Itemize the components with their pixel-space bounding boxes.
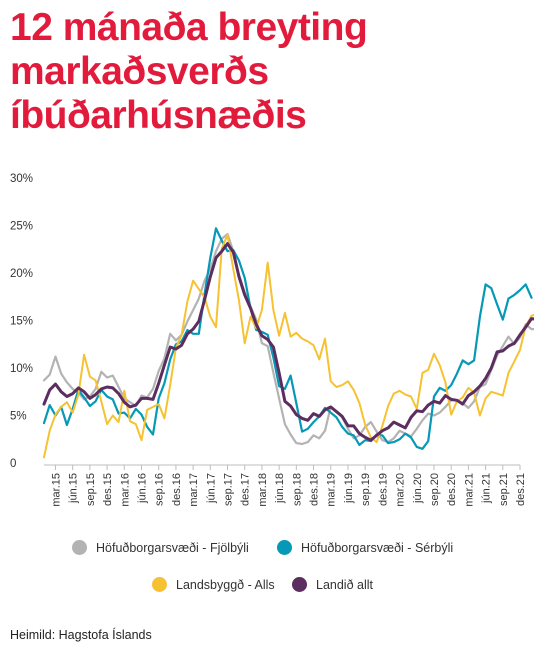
- legend-item-landsbyggd: Landsbyggð - Alls: [152, 577, 275, 592]
- x-tick-label: sep.18: [291, 473, 303, 506]
- x-tick-label: jún.19: [343, 473, 355, 504]
- x-tick-label: sep.17: [223, 473, 235, 506]
- series-line-landid-allt: [42, 242, 534, 442]
- legend-item-landid-allt: Landið allt: [292, 577, 373, 592]
- legend-label-serbyli: Höfuðborgarsvæði - Sérbýli: [301, 540, 454, 555]
- y-tick-label: 10%: [10, 363, 33, 375]
- y-tick-label: 0: [10, 458, 16, 470]
- y-tick-label: 25%: [10, 221, 33, 233]
- source-note: Heimild: Hagstofa Íslands: [10, 628, 152, 642]
- x-tick-label: des.17: [240, 473, 252, 506]
- x-tick-label: des.16: [171, 473, 183, 506]
- legend-swatch-landsbyggd: [152, 577, 167, 592]
- legend-row-2: Landsbyggð - Alls Landið allt: [0, 577, 534, 601]
- x-tick-label: sep.21: [498, 473, 510, 506]
- x-tick-label: mar.18: [257, 473, 269, 507]
- title-line-1: 12 mánaða breyting: [10, 6, 368, 49]
- legend-item-fjolbyli: Höfuðborgarsvæði - Fjölbýli: [72, 540, 249, 555]
- source-text: : Hagstofa Íslands: [51, 628, 152, 642]
- x-tick-label: des.20: [446, 473, 458, 506]
- y-tick-label: 5%: [10, 411, 27, 423]
- x-tick-label: mar.20: [395, 473, 407, 507]
- x-axis: mar.15 jún.15 sep.15 des.15 mar.16 jún.16 sep.…: [44, 464, 527, 507]
- series-line-landsbyggd-alls: [43, 234, 534, 459]
- page-title: 12 mánaða breyting markaðsverðs íbúðarhú…: [10, 6, 530, 138]
- legend-label-landid-allt: Landið allt: [316, 577, 373, 592]
- chart-lines: [42, 227, 534, 459]
- x-tick-label: mar.19: [326, 473, 338, 507]
- x-tick-label: des.21: [515, 473, 527, 506]
- y-tick-label: 15%: [10, 316, 33, 328]
- legend-swatch-serbyli: [277, 540, 292, 555]
- x-tick-label: jún.16: [136, 473, 148, 504]
- title-line-3: íbúðarhúsnæðis: [10, 94, 307, 137]
- legend-label-landsbyggd: Landsbyggð - Alls: [176, 577, 275, 592]
- y-tick-label: 30%: [10, 173, 33, 185]
- x-tick-label: mar.16: [119, 473, 131, 507]
- x-tick-label: mar.21: [463, 473, 475, 507]
- x-tick-label: jún.21: [481, 473, 493, 504]
- line-chart: 0 5% 10% 15% 20% 25% 30% mar.15 jún.15 sep.15 des…: [10, 173, 534, 507]
- x-tick-label: jún.17: [205, 473, 217, 504]
- series-line-hofudborgarsv-di-serbyli: [42, 227, 533, 450]
- x-tick-label: jún.18: [274, 473, 286, 504]
- legend-swatch-landid-allt: [292, 577, 307, 592]
- legend-label-fjolbyli: Höfuðborgarsvæði - Fjölbýli: [96, 540, 249, 555]
- x-tick-label: sep.20: [429, 473, 441, 506]
- source-prefix: Heimild: [10, 628, 52, 642]
- legend-row-1: Höfuðborgarsvæði - Fjölbýli Höfuðborgars…: [0, 540, 534, 564]
- x-tick-label: mar.17: [188, 473, 200, 507]
- legend-swatch-fjolbyli: [72, 540, 87, 555]
- x-tick-label: sep.19: [360, 473, 372, 506]
- x-tick-label: jún.15: [68, 473, 80, 504]
- x-tick-label: sep.16: [154, 473, 166, 506]
- x-tick-label: des.15: [102, 473, 114, 506]
- y-tick-label: 20%: [10, 268, 33, 280]
- x-tick-label: des.19: [377, 473, 389, 506]
- x-tick-label: sep.15: [85, 473, 97, 506]
- legend-item-serbyli: Höfuðborgarsvæði - Sérbýli: [277, 540, 453, 555]
- title-line-2: markaðsverðs: [10, 50, 269, 93]
- x-tick-label: jún.20: [412, 473, 424, 504]
- x-tick-label: des.18: [309, 473, 321, 506]
- x-tick-label: mar.15: [50, 473, 62, 507]
- y-axis: 0 5% 10% 15% 20% 25% 30%: [10, 173, 33, 470]
